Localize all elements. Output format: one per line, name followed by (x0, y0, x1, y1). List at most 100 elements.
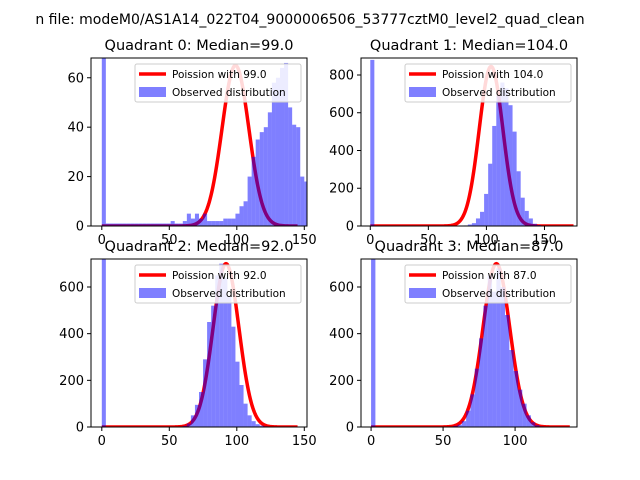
quadrant-1-hist-bar (471, 223, 476, 226)
quadrant-3-hist-bar (453, 425, 458, 427)
quadrant-2-legend: Poission with 92.0 Observed distribution (134, 264, 302, 304)
quadrant-0-ytick-label: 60 (67, 71, 84, 86)
quadrant-2-hist-bar (101, 259, 106, 427)
quadrant-3-hist-bar (522, 403, 527, 427)
quadrant-3-hist-bar (535, 425, 540, 427)
quadrant-0-hist-bar (138, 223, 143, 226)
quadrant-3-hist-bar (457, 424, 462, 427)
quadrant-0-hist-bar (215, 221, 220, 226)
quadrant-0-axes: 0 50 100 150 0 20 40 60 Quadrant 0: Median=99.0 P… (67, 38, 316, 248)
quadrant-1-ytick-label: 400 (329, 144, 354, 159)
quadrant-1-hist-bar (496, 95, 501, 226)
quadrant-2-axes: 0 50 100 150 0 200 400 600 Quadrant 2: Median=92… (59, 239, 317, 449)
quadrant-1-hist-bar (532, 223, 537, 226)
quadrant-2-hist-bar (186, 423, 191, 427)
quadrant-3-axes: 0 50 100 0 200 400 600 Quadrant 3: Median=87.0 P… (329, 239, 578, 449)
quadrant-1-legend-hist-swatch (409, 87, 436, 97)
quadrant-2-ytick-label: 400 (59, 327, 84, 342)
quadrant-3-legend-label-observed: Observed distribution (442, 288, 556, 300)
quadrant-1-hist-bar (500, 82, 505, 226)
quadrant-2-xtick-label: 150 (292, 434, 317, 449)
quadrant-2-hist-bar (190, 415, 195, 427)
quadrant-1-xtick-label: 0 (366, 233, 374, 248)
quadrant-3-legend-label-poisson: Poission with 87.0 (442, 270, 537, 282)
quadrant-1-legend-box (404, 63, 572, 103)
quadrant-2-xtick-label: 50 (161, 434, 178, 449)
quadrant-3-xtick-label: 100 (503, 434, 528, 449)
quadrant-0-legend: Poission with 99.0 Observed distribution (134, 63, 302, 103)
quadrant-2-legend-label-poisson: Poission with 92.0 (172, 270, 267, 282)
quadrant-0-hist-bar (284, 62, 289, 226)
quadrant-1-hist-bar (516, 171, 521, 226)
quadrant-2-hist-bar (247, 415, 252, 427)
quadrant-1-hist-bar (524, 210, 529, 226)
quadrant-0-hist-bar (223, 218, 228, 226)
quadrant-3-hist-bar (496, 268, 501, 427)
quadrant-1-hist-bar (492, 125, 497, 226)
quadrant-3-xtick-label: 50 (435, 434, 452, 449)
quadrant-1-ytick-label: 600 (329, 106, 354, 121)
quadrant-3-ytick-label: 400 (329, 327, 354, 342)
quadrant-0-hist-bar (162, 223, 167, 226)
quadrant-1-title: Quadrant 1: Median=104.0 (370, 38, 568, 54)
quadrant-0-hist-bar (134, 223, 139, 226)
quadrant-2-hist-bar (219, 263, 224, 427)
quadrant-2-hist-bar (199, 392, 204, 427)
quadrant-0-hist-bar (211, 221, 216, 226)
quadrant-0-hist-bar (174, 223, 179, 226)
quadrant-0-xtick-label: 50 (161, 233, 178, 248)
quadrant-1-axes: 0 50 100 150 0 200 400 600 800 Quadrant 1: Median… (329, 38, 578, 248)
quadrant-0-hist-bar (194, 213, 199, 226)
quadrant-2-hist-bar (255, 424, 260, 427)
quadrant-0-hist-bar (166, 223, 171, 226)
quadrant-0-hist-bar (130, 223, 135, 226)
quadrant-0-hist-bar (227, 218, 232, 226)
quadrant-0-hist-bar (288, 107, 293, 226)
quadrant-1-legend-label-observed: Observed distribution (442, 87, 556, 99)
quadrant-0-hist-bar (275, 77, 280, 226)
quadrant-0-hist-bar (251, 156, 256, 226)
quadrant-3-legend-hist-swatch (409, 288, 436, 298)
quadrant-3-hist-bar (483, 305, 488, 427)
quadrant-1-hist-bar (508, 105, 513, 226)
quadrant-0-hist-bar (142, 223, 147, 226)
quadrant-3-hist-bar (509, 350, 514, 427)
quadrant-2-legend-label-observed: Observed distribution (172, 288, 286, 300)
quadrant-3-hist-bar (487, 275, 493, 427)
quadrant-0-hist-bar (150, 223, 155, 226)
quadrant-0-legend-box (134, 63, 302, 103)
quadrant-0-ytick-label: 0 (76, 220, 84, 235)
quadrant-0-hist-bar (263, 127, 268, 226)
quadrant-3-hist-bar (492, 291, 497, 427)
quadrant-0-hist-bar (231, 218, 236, 226)
quadrant-0-hist-bar (280, 67, 285, 226)
quadrant-3-hist-bar (517, 389, 523, 427)
quadrant-0-hist-bar (235, 213, 240, 226)
quadrant-0-hist-bar (154, 223, 159, 226)
quadrant-2-hist-bar (251, 421, 256, 427)
quadrant-1-ytick-label: 0 (346, 220, 354, 235)
quadrant-2-hist-bar (231, 326, 236, 427)
quadrant-3-hist-bar (505, 315, 510, 427)
quadrant-0-hist-bar (292, 124, 297, 226)
quadrant-2-xtick-label: 100 (224, 434, 249, 449)
quadrant-2-legend-box (134, 264, 302, 304)
quadrant-1-hist-bar (504, 88, 509, 226)
quadrant-1-hist-bar (520, 197, 525, 226)
quadrant-1-xtick-label: 100 (474, 233, 499, 248)
quadrant-3-hist-bar (474, 368, 480, 427)
quadrant-0-hist-bar (126, 223, 131, 226)
quadrant-2-hist-bar (207, 322, 212, 427)
quadrant-0-hist-bar (300, 176, 305, 226)
quadrant-2-hist-bar (243, 403, 248, 427)
quadrant-0-hist-bar (113, 223, 118, 226)
quadrant-3-hist-bar (526, 415, 531, 427)
quadrant-2-hist-bar (259, 425, 264, 427)
quadrant-1-xtick-label: 150 (532, 233, 557, 248)
quadrant-0-hist-bar (304, 181, 307, 226)
quadrant-2-hist-bar (235, 361, 240, 427)
quadrant-3-ytick-label: 200 (329, 374, 354, 389)
figure-suptitle: n file: modeM0/AS1A14_022T04_9000006506_… (35, 12, 584, 28)
quadrant-2-hist-bar (215, 275, 220, 427)
